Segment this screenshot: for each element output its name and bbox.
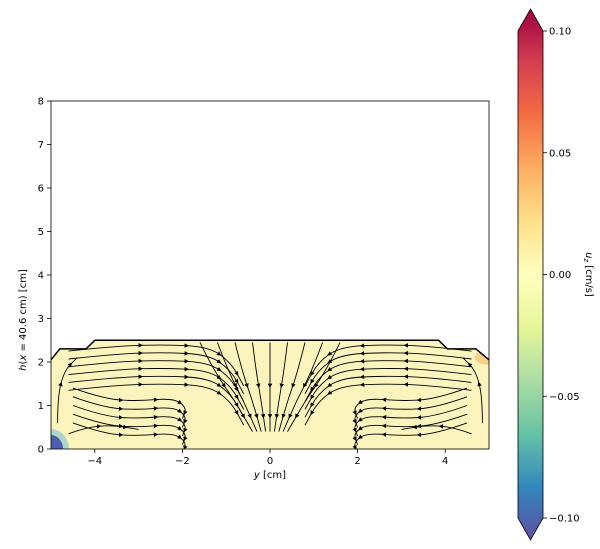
streamline — [68, 424, 139, 435]
colorbar-tick-label: 0.10 — [549, 27, 571, 38]
y-tick-label: 8 — [38, 97, 44, 108]
colorbar: −0.10 −0.05 0.00 0.05 0.10 uz [cm/s] — [517, 8, 594, 541]
colorbar-tick-label: 0.00 — [549, 270, 571, 281]
colorbar-tick-label: −0.10 — [549, 514, 580, 525]
streamline — [234, 342, 262, 432]
x-tick-label: 0 — [267, 456, 273, 467]
streamline — [252, 342, 267, 432]
y-tick-label: 3 — [38, 314, 44, 325]
plot-area: −4 −2 0 2 4 0 1 2 3 4 5 6 7 8 y [cm] h(x = 40.6 cm) … — [18, 97, 490, 481]
colorbar-tick-label: 0.05 — [549, 148, 571, 159]
x-tick-label: 2 — [354, 456, 360, 467]
x-axis-label: y [cm] — [253, 470, 286, 481]
y-axis-label: h(x = 40.6 cm) [cm] — [18, 269, 29, 371]
x-tick-label: −2 — [175, 456, 190, 467]
negative-velocity-region — [51, 435, 63, 449]
streamline — [287, 342, 341, 432]
y-tick-label: 1 — [38, 401, 44, 412]
y-axis-ticks: 0 1 2 3 4 5 6 7 8 — [38, 97, 51, 456]
y-tick-label: 2 — [38, 358, 44, 369]
streamline — [462, 357, 483, 423]
x-tick-label: −4 — [87, 456, 102, 467]
y-tick-label: 0 — [38, 445, 44, 456]
y-tick-label: 6 — [38, 184, 44, 195]
streamline — [72, 422, 188, 449]
streamlines — [57, 342, 483, 449]
streamline — [352, 422, 468, 449]
colorbar-label: uz [cm/s] — [582, 252, 594, 297]
colorbar-tick-label: −0.05 — [549, 392, 580, 403]
free-surface-line — [50, 339, 490, 361]
colorbar-body — [517, 8, 544, 541]
streamline — [273, 342, 288, 432]
streamline — [304, 382, 472, 426]
x-axis-ticks: −4 −2 0 2 4 — [87, 449, 448, 467]
x-tick-label: 4 — [442, 456, 448, 467]
y-tick-label: 4 — [38, 271, 44, 282]
streamline — [57, 357, 78, 423]
y-tick-label: 7 — [38, 140, 44, 151]
colorbar-ticks: −0.10 −0.05 0.00 0.05 0.10 — [543, 27, 580, 525]
negative-velocity-halo — [51, 429, 69, 449]
streamline — [401, 424, 472, 435]
y-tick-label: 5 — [38, 227, 44, 238]
